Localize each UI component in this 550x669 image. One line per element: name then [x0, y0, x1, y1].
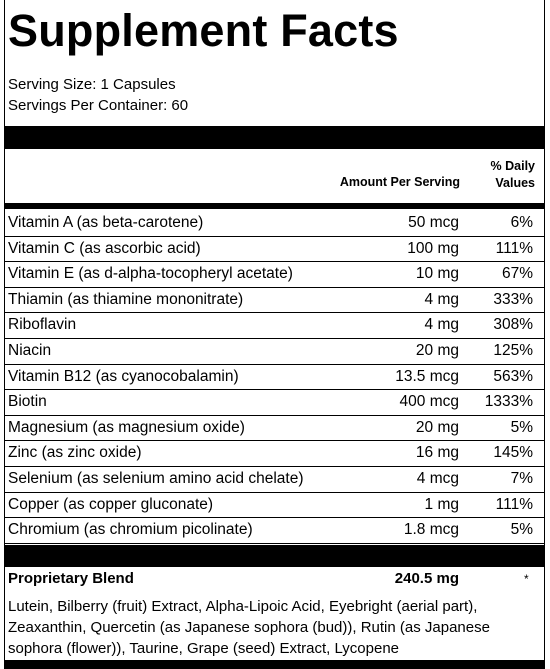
nutrient-amount: 4 mg — [424, 290, 459, 308]
nutrient-name: Zinc (as zinc oxide) — [8, 444, 142, 462]
nutrient-name: Copper (as copper gluconate) — [8, 495, 214, 513]
blend-daily-value: * — [524, 572, 529, 586]
nutrient-daily-value: 5% — [510, 521, 533, 539]
nutrient-name: Magnesium (as magnesium oxide) — [8, 418, 245, 436]
table-row: Chromium (as chromium picolinate) 1.8 mcg… — [4, 518, 545, 544]
panel-title: Supplement Facts — [8, 5, 399, 56]
nutrient-amount: 1 mg — [424, 495, 459, 513]
table-row: Biotin 400 mcg 1333% — [4, 390, 545, 416]
nutrient-amount: 20 mg — [415, 418, 459, 436]
blend-ingredients: Lutein, Bilberry (fruit) Extract, Alpha-… — [8, 598, 490, 657]
nutrient-name: Vitamin A (as beta-carotene) — [8, 214, 204, 231]
blend-name: Proprietary Blend — [8, 570, 134, 587]
nutrient-daily-value: 125% — [493, 342, 533, 359]
table-row: Niacin 20 mg 125% — [4, 339, 545, 365]
nutrient-daily-value: 563% — [493, 367, 533, 385]
table-row: Vitamin A (as beta-carotene) 50 mcg 6% — [4, 211, 545, 237]
nutrient-amount: 13.5 mcg — [395, 367, 459, 385]
nutrient-amount: 16 mg — [415, 444, 459, 462]
table-row: Vitamin B12 (as cyanocobalamin) 13.5 mcg 5… — [4, 365, 545, 391]
nutrient-amount: 10 mg — [415, 265, 459, 283]
nutrient-name: Chromium (as chromium picolinate) — [8, 521, 253, 539]
table-row: Zinc (as zinc oxide) 16 mg 145% — [4, 441, 545, 467]
nutrient-name: Thiamin (as thiamine mononitrate) — [8, 290, 244, 308]
daily-value-column-header: % Daily Values — [490, 159, 535, 190]
table-row: Thiamin (as thiamine mononitrate) 4 mg 333… — [4, 288, 545, 314]
nutrient-daily-value: 7% — [510, 470, 533, 487]
nutrient-daily-value: 111% — [495, 495, 533, 513]
thick-divider-top — [4, 126, 545, 149]
table-row: Selenium (as selenium amino acid chelate… — [4, 467, 545, 493]
table-row: Magnesium (as magnesium oxide) 20 mg 5% — [4, 416, 545, 442]
table-row: Vitamin E (as d-alpha-tocopheryl acetate… — [4, 262, 545, 288]
amount-column-header: Amount Per Serving — [339, 175, 460, 189]
nutrient-amount: 400 mcg — [399, 393, 459, 411]
thick-divider-bottom — [4, 660, 545, 669]
table-row: Copper (as copper gluconate) 1 mg 111% — [4, 493, 545, 519]
nutrient-amount: 20 mg — [415, 342, 459, 359]
supplement-facts-panel — [4, 0, 545, 669]
nutrient-daily-value: 145% — [493, 444, 533, 462]
nutrient-amount: 50 mcg — [408, 214, 459, 231]
nutrient-daily-value: 6% — [510, 214, 533, 231]
thick-divider-blend — [4, 545, 545, 567]
nutrient-daily-value: 1333% — [484, 393, 533, 411]
nutrient-name: Vitamin B12 (as cyanocobalamin) — [8, 367, 239, 385]
nutrient-name: Selenium (as selenium amino acid chelate… — [8, 470, 304, 487]
nutrient-daily-value: 333% — [493, 290, 533, 308]
medium-divider — [4, 203, 545, 209]
nutrient-name: Vitamin C (as ascorbic acid) — [8, 239, 201, 257]
nutrient-name: Biotin — [8, 393, 47, 411]
nutrient-amount: 1.8 mcg — [403, 521, 459, 539]
nutrient-daily-value: 111% — [495, 239, 533, 257]
servings-per-container: Servings Per Container: 60 — [8, 97, 189, 114]
serving-size: Serving Size: 1 Capsules — [8, 76, 176, 93]
blend-amount: 240.5 mg — [394, 570, 459, 587]
table-row: Vitamin C (as ascorbic acid) 100 mg 111% — [4, 237, 545, 263]
nutrient-daily-value: 308% — [493, 316, 533, 334]
nutrient-amount: 4 mg — [424, 316, 459, 334]
nutrient-amount: 100 mg — [407, 239, 459, 257]
nutrient-name: Riboflavin — [8, 316, 77, 334]
nutrient-amount: 4 mcg — [416, 470, 459, 487]
nutrient-name: Niacin — [8, 342, 52, 359]
table-row: Riboflavin 4 mg 308% — [4, 313, 545, 339]
nutrient-daily-value: 67% — [501, 265, 533, 283]
nutrient-daily-value: 5% — [510, 418, 533, 436]
nutrient-name: Vitamin E (as d-alpha-tocopheryl acetate… — [8, 265, 293, 283]
